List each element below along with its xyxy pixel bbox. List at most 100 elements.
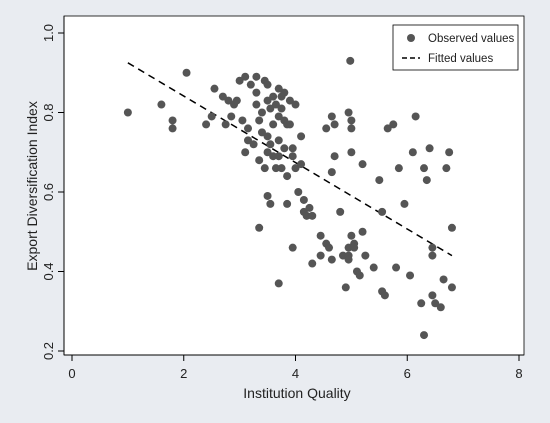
scatter-point <box>302 211 311 220</box>
scatter-point <box>411 112 420 121</box>
legend: Observed values Fitted values <box>392 24 519 71</box>
scatter-point <box>235 76 244 85</box>
scatter-point <box>336 207 345 216</box>
scatter-point <box>252 100 261 109</box>
scatter-point <box>422 176 431 185</box>
scatter-point <box>389 120 398 129</box>
scatter-point <box>420 164 429 173</box>
scatter-point <box>305 203 314 212</box>
scatter-point <box>263 191 272 200</box>
scatter-point <box>431 299 440 308</box>
scatter-point <box>347 231 356 240</box>
scatter-point <box>392 263 401 272</box>
scatter-point <box>350 243 359 252</box>
scatter-point <box>263 80 272 89</box>
scatter-point <box>274 84 283 93</box>
scatter-point <box>316 231 325 240</box>
scatter-point <box>232 96 241 105</box>
scatter-point <box>445 148 454 157</box>
scatter-point <box>274 279 283 288</box>
scatter-point <box>266 104 275 113</box>
scatter-point <box>168 116 177 125</box>
scatter-point <box>297 132 306 141</box>
scatter-point <box>218 92 227 101</box>
fitted-line-layer <box>127 62 453 257</box>
scatter-point <box>347 124 356 133</box>
scatter-point <box>271 164 280 173</box>
scatter-point <box>285 120 294 129</box>
scatter-point <box>383 124 392 133</box>
scatter-point <box>285 96 294 105</box>
scatter-point <box>269 92 278 101</box>
scatter-point <box>327 112 336 121</box>
scatter-point <box>252 88 261 97</box>
scatter-point <box>308 211 317 220</box>
scatter-point <box>274 152 283 161</box>
scatter-point <box>378 207 387 216</box>
scatter-point <box>361 251 370 260</box>
y-tick-label: 0.4 <box>41 262 56 280</box>
scatter-point <box>271 100 280 109</box>
scatter-point <box>263 148 272 157</box>
scatter-point <box>428 243 437 252</box>
scatter-point <box>288 144 297 153</box>
scatter-point <box>274 136 283 145</box>
scatter-point <box>210 84 219 93</box>
scatter-point <box>439 275 448 284</box>
scatter-point <box>358 227 367 236</box>
scatter-point <box>263 132 272 141</box>
scatter-point <box>257 128 266 137</box>
scatter-point <box>244 136 253 145</box>
scatter-point <box>168 124 177 133</box>
y-ticks: 0.2 0.4 0.6 0.8 1.0 <box>41 24 64 360</box>
scatter-point <box>380 291 389 300</box>
x-tick-label: 6 <box>404 366 411 381</box>
scatter-point <box>224 96 233 105</box>
x-ticks: 0 2 4 6 8 <box>68 355 523 381</box>
x-tick-label: 0 <box>68 366 75 381</box>
x-tick-label: 2 <box>180 366 187 381</box>
scatter-point <box>375 176 384 185</box>
scatter-point <box>447 223 456 232</box>
scatter-point <box>297 160 306 169</box>
scatter-point <box>299 195 308 204</box>
scatter-point <box>344 255 353 264</box>
scatter-point <box>238 116 247 125</box>
scatter-point <box>249 140 258 149</box>
y-tick-label: 0.8 <box>41 103 56 121</box>
scatter-point <box>202 120 211 129</box>
scatter-point <box>308 259 317 268</box>
fitted-line <box>127 62 453 257</box>
scatter-point <box>269 152 278 161</box>
scatter-point <box>280 88 289 97</box>
scatter-point <box>322 124 331 133</box>
x-axis: 0 2 4 6 8 <box>64 354 524 381</box>
scatter-point <box>291 164 300 173</box>
scatter-point <box>255 156 264 165</box>
y-tick-label: 0.2 <box>41 342 56 360</box>
scatter-point <box>283 199 292 208</box>
scatter-point <box>338 251 347 260</box>
scatter-point <box>341 283 350 292</box>
scatter-point <box>344 243 353 252</box>
scatter-point <box>252 72 261 81</box>
scatter-point <box>263 96 272 105</box>
scatter-point <box>241 148 250 157</box>
scatter-point <box>400 199 409 208</box>
scatter-point <box>417 299 426 308</box>
scatter-point <box>347 116 356 125</box>
y-tick-label: 1.0 <box>41 24 56 42</box>
scatter-point <box>355 271 364 280</box>
scatter-point <box>182 68 191 77</box>
scatter-point <box>436 303 445 312</box>
scatter-point <box>123 108 132 117</box>
scatter-point <box>283 172 292 181</box>
legend-marker-observed <box>407 34 415 42</box>
scatter-point <box>408 148 417 157</box>
scatter-point <box>325 243 334 252</box>
scatter-point <box>346 56 355 65</box>
points-layer <box>123 56 456 340</box>
scatter-point <box>327 168 336 177</box>
scatter-point <box>207 112 216 121</box>
